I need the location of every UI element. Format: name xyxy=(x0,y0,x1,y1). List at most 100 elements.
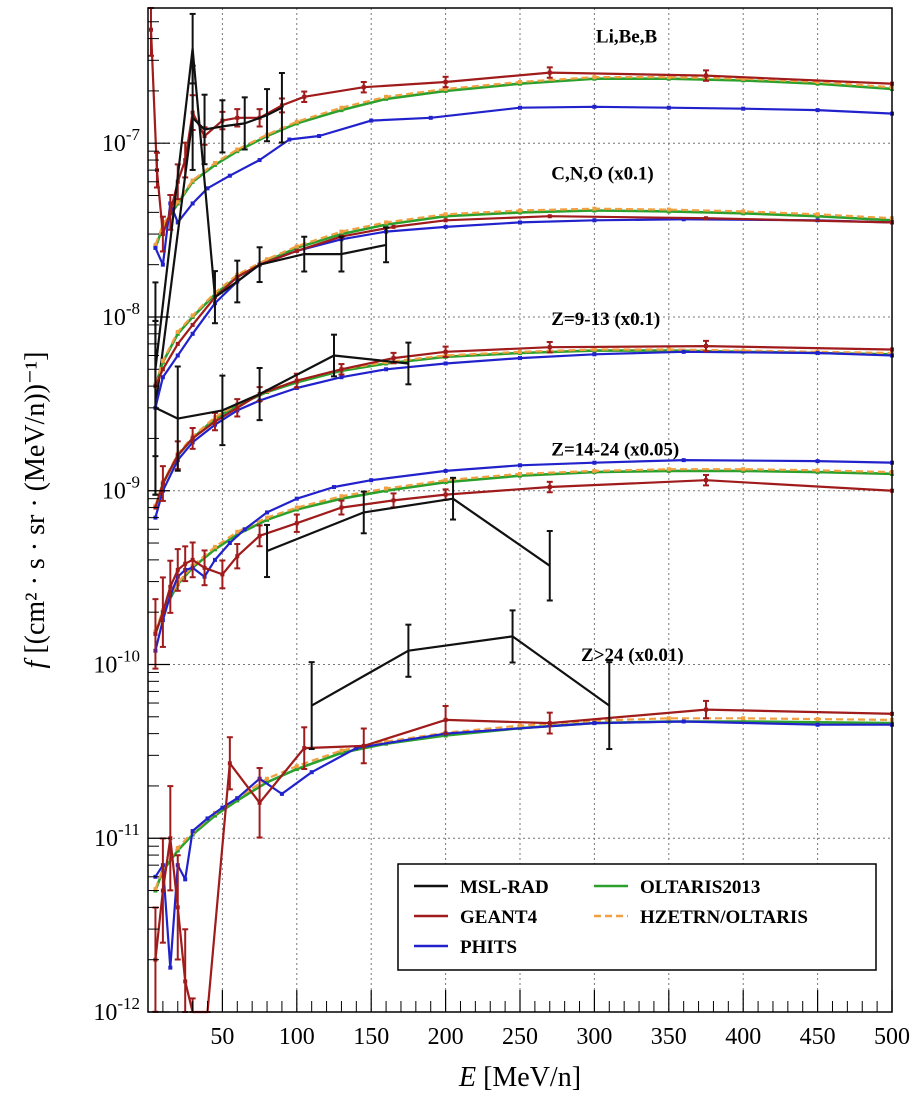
data-point xyxy=(741,716,746,721)
data-point xyxy=(443,87,448,92)
data-point xyxy=(212,547,217,552)
series-line xyxy=(154,350,893,518)
data-point xyxy=(212,160,217,165)
legend-entry: MSL-RAD xyxy=(460,877,549,898)
y-tick-base: 10 xyxy=(102,131,126,157)
data-point xyxy=(183,877,188,882)
data-point xyxy=(265,517,270,522)
data-point xyxy=(175,848,180,853)
data-point xyxy=(190,322,195,327)
series-line xyxy=(149,29,893,236)
group-label: Z=14-24 (x0.05) xyxy=(551,439,679,460)
data-point xyxy=(443,212,448,217)
series-line xyxy=(154,468,893,632)
data-point xyxy=(235,796,240,801)
data-point xyxy=(339,229,344,234)
data-point xyxy=(175,341,180,346)
y-tick-base: 10 xyxy=(94,826,118,852)
data-point xyxy=(227,173,232,178)
x-axis-title-unit: [MeV/n] xyxy=(476,1062,581,1093)
y-tick-exponent: -10 xyxy=(117,646,140,665)
data-point xyxy=(592,104,597,109)
data-point xyxy=(160,367,165,372)
data-point xyxy=(227,541,232,546)
data-point xyxy=(235,147,240,152)
y-tick-base: 10 xyxy=(102,305,126,331)
series-line xyxy=(154,215,893,387)
group-label: C,N,O (x0.1) xyxy=(551,163,653,184)
series-line xyxy=(154,345,893,508)
data-point xyxy=(190,201,195,206)
data-point xyxy=(518,463,522,468)
data-point xyxy=(160,262,165,267)
data-point xyxy=(242,527,247,532)
data-point xyxy=(339,750,344,755)
y-tick-label: 10-7 xyxy=(102,125,141,157)
data-point xyxy=(815,80,820,85)
data-point xyxy=(265,776,270,781)
data-point xyxy=(666,347,671,352)
data-point xyxy=(190,829,195,834)
legend-box xyxy=(397,863,877,971)
data-point xyxy=(339,496,344,501)
data-point xyxy=(547,214,552,219)
x-tick-label: 300 xyxy=(576,1024,612,1050)
data-point xyxy=(391,224,396,229)
x-tick-label: 100 xyxy=(279,1024,315,1050)
data-point xyxy=(592,718,597,723)
data-point xyxy=(518,208,522,213)
series-line xyxy=(154,105,893,266)
y-tick-label: 10-12 xyxy=(93,994,140,1026)
data-point xyxy=(384,94,389,99)
x-tick-label: 350 xyxy=(651,1024,687,1050)
data-point xyxy=(190,331,195,336)
data-point xyxy=(592,347,597,352)
data-point xyxy=(160,375,165,380)
data-point xyxy=(815,351,820,356)
y-axis-title-var: f xyxy=(20,657,51,668)
series-line xyxy=(154,47,387,370)
legend: MSL-RAD OLTARIS2013 GEANT4 HZETRN/OLTARIS PH… xyxy=(397,863,877,971)
data-point xyxy=(332,485,336,490)
data-point xyxy=(592,460,597,465)
data-point xyxy=(235,798,240,803)
data-point xyxy=(317,134,322,139)
y-tick-base: 10 xyxy=(93,652,117,678)
data-point xyxy=(815,459,820,464)
y-tick-label: 10-10 xyxy=(93,646,140,678)
series-line xyxy=(311,635,610,707)
data-point xyxy=(815,468,820,473)
data-point xyxy=(279,791,284,796)
data-point xyxy=(681,719,686,724)
data-point xyxy=(741,209,746,214)
data-point xyxy=(518,356,522,361)
data-point xyxy=(309,770,314,775)
data-point xyxy=(592,468,597,473)
legend-entry: PHITS xyxy=(460,937,517,958)
y-tick-exponent: -7 xyxy=(126,125,141,144)
data-point xyxy=(666,207,671,212)
data-point xyxy=(443,218,448,223)
data-point xyxy=(666,75,671,80)
data-point xyxy=(384,96,389,101)
series-line xyxy=(154,469,893,635)
data-point xyxy=(592,218,597,223)
data-point xyxy=(518,105,522,110)
data-point xyxy=(428,115,433,120)
data-point xyxy=(294,764,299,769)
data-point xyxy=(339,232,344,237)
data-point xyxy=(666,716,671,721)
data-point xyxy=(265,510,270,515)
data-point xyxy=(666,105,671,110)
data-point xyxy=(265,515,270,520)
data-point xyxy=(681,349,686,354)
x-tick-label: 250 xyxy=(502,1024,538,1050)
x-tick-label: 50 xyxy=(210,1024,234,1050)
data-point xyxy=(384,222,389,227)
series-line xyxy=(154,708,893,1014)
data-point xyxy=(294,244,299,249)
data-point xyxy=(681,458,686,463)
data-point xyxy=(666,467,671,472)
y-tick-exponent: -12 xyxy=(117,994,140,1013)
y-tick-label: 10-9 xyxy=(102,473,140,505)
